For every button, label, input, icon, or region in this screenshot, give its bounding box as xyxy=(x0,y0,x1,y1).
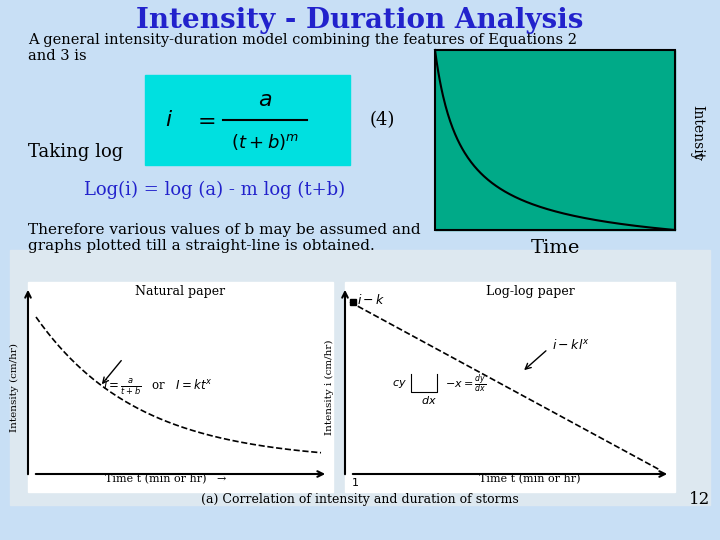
Text: $a$: $a$ xyxy=(258,89,272,111)
Bar xyxy=(435,50,675,230)
Text: $i - k$: $i - k$ xyxy=(357,293,385,307)
Text: Time: Time xyxy=(531,239,580,257)
Bar xyxy=(28,282,333,492)
Text: 1: 1 xyxy=(351,478,359,488)
Text: (a) Correlation of intensity and duration of storms: (a) Correlation of intensity and duratio… xyxy=(201,494,519,507)
Text: Intensity i (cm/hr): Intensity i (cm/hr) xyxy=(325,339,333,435)
Text: y: y xyxy=(690,152,704,160)
Text: Intensity (cm/hr): Intensity (cm/hr) xyxy=(9,342,19,431)
Bar xyxy=(10,250,710,505)
Text: A general intensity-duration model combining the features of Equations 2
and 3 i: A general intensity-duration model combi… xyxy=(28,33,577,63)
Text: $i - kl^x$: $i - kl^x$ xyxy=(552,338,590,352)
Text: Taking log: Taking log xyxy=(28,143,123,161)
Text: Intensity - Duration Analysis: Intensity - Duration Analysis xyxy=(136,6,584,33)
Text: Therefore various values of b may be assumed and
graphs plotted till a straight-: Therefore various values of b may be ass… xyxy=(28,223,420,253)
Text: Intensit: Intensit xyxy=(690,105,704,159)
Text: 12: 12 xyxy=(689,491,711,509)
Text: $=$: $=$ xyxy=(193,109,215,131)
Text: Time t (min or hr): Time t (min or hr) xyxy=(480,474,581,484)
Text: $i = \frac{a}{t+b}$   or   $I = kt^x$: $i = \frac{a}{t+b}$ or $I = kt^x$ xyxy=(103,377,213,397)
Text: Natural paper: Natural paper xyxy=(135,286,225,299)
Text: Log(i) = log (a) - m log (t+b): Log(i) = log (a) - m log (t+b) xyxy=(84,181,346,199)
Text: (4): (4) xyxy=(370,111,395,129)
Bar xyxy=(435,50,675,230)
Text: $i$: $i$ xyxy=(165,109,173,131)
Text: $dx$: $dx$ xyxy=(421,394,437,406)
Text: $-x = \frac{dy}{dx}$: $-x = \frac{dy}{dx}$ xyxy=(445,373,486,395)
Bar xyxy=(145,75,350,165)
Text: Log-log paper: Log-log paper xyxy=(485,286,575,299)
Text: $(t + b)^m$: $(t + b)^m$ xyxy=(231,132,299,152)
Text: $cy$: $cy$ xyxy=(392,378,407,390)
Text: Time t (min or hr)   →: Time t (min or hr) → xyxy=(105,474,226,484)
Bar xyxy=(345,282,675,492)
